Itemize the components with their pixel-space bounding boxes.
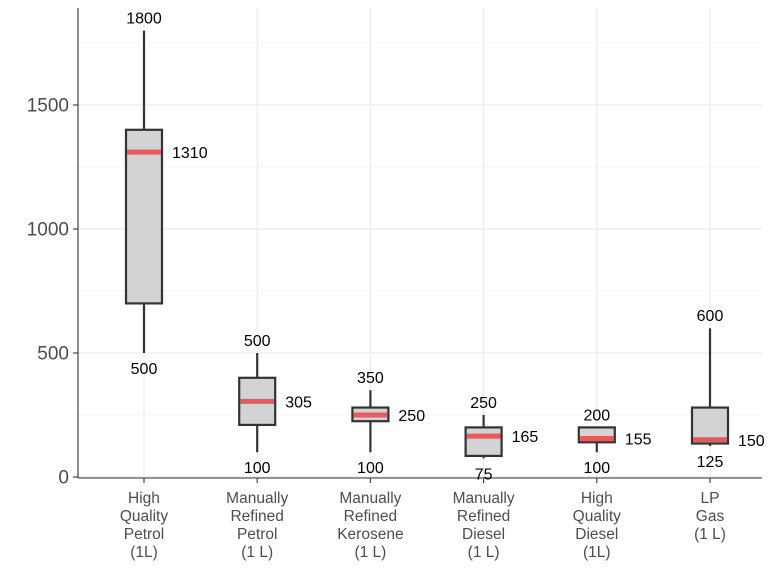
x-tick-label-line: Petrol: [237, 526, 278, 543]
max-label: 200: [583, 407, 610, 424]
min-label: 100: [357, 460, 384, 477]
labels: 1800 1310 500 500 305 100 350 250 100 250 165 75 200…: [126, 11, 765, 484]
x-tick-label-line: Quality: [120, 508, 168, 525]
x-tick-label-line: Refined: [344, 508, 397, 525]
y-tick-label: 1000: [27, 220, 69, 241]
x-tick-label: High Quality Diesel (1L): [573, 490, 621, 561]
x-tick-label-line: High: [128, 490, 160, 507]
x-tick-label: Manually Refined Diesel (1 L): [453, 490, 515, 561]
x-tick-label-line: Quality: [573, 508, 621, 525]
max-label: 350: [357, 370, 384, 387]
median-label: 250: [398, 408, 425, 425]
min-label: 100: [583, 460, 610, 477]
x-tick-label-line: Manually: [339, 490, 401, 507]
x-tick-label: LP Gas (1 L): [694, 490, 726, 543]
max-label: 600: [697, 308, 724, 325]
x-tick-label-line: Gas: [696, 508, 725, 525]
y-tick-label: 1500: [27, 96, 69, 117]
x-tick-label-line: Petrol: [124, 526, 165, 543]
x-tick-label-line: Refined: [230, 508, 283, 525]
y-tick-label: 0: [58, 468, 69, 489]
x-tick-label-line: (1 L): [468, 544, 500, 561]
x-tick-label-line: Refined: [457, 508, 510, 525]
min-label: 125: [697, 454, 724, 471]
median-label: 155: [625, 432, 652, 449]
x-tick-label-line: (1 L): [354, 544, 386, 561]
y-tick-label: 500: [37, 344, 69, 365]
median-label: 150: [738, 433, 765, 450]
min-label: 100: [244, 460, 271, 477]
x-tick-label: Manually Refined Kerosene (1 L): [337, 490, 403, 561]
x-tick-label: High Quality Petrol (1L): [120, 490, 168, 561]
x-tick-label-line: Manually: [453, 490, 515, 507]
median-label: 305: [285, 394, 312, 411]
max-label: 1800: [126, 11, 162, 28]
box-iqr: [464, 426, 503, 458]
median-label: 165: [512, 429, 539, 446]
min-label: 75: [475, 466, 493, 483]
x-tick-label-line: Manually: [226, 490, 288, 507]
box-iqr: [124, 128, 164, 305]
boxes: [124, 30, 730, 459]
x-tick-label-line: Kerosene: [337, 526, 403, 543]
x-tick-label-line: Diesel: [575, 526, 618, 543]
max-label: 250: [470, 395, 497, 412]
x-tick-label: Manually Refined Petrol (1 L): [226, 490, 288, 561]
x-tick-label-line: LP: [701, 490, 720, 507]
x-tick-label-line: (1L): [583, 544, 611, 561]
max-label: 500: [244, 333, 271, 350]
min-label: 500: [131, 361, 158, 378]
x-tick-label-line: (1 L): [694, 526, 726, 543]
median-label: 1310: [172, 145, 208, 162]
x-tick-label-line: Diesel: [462, 526, 505, 543]
x-tick-label-line: (1 L): [241, 544, 273, 561]
x-tick-label-line: (1L): [130, 544, 158, 561]
x-tick-label-line: High: [581, 490, 613, 507]
